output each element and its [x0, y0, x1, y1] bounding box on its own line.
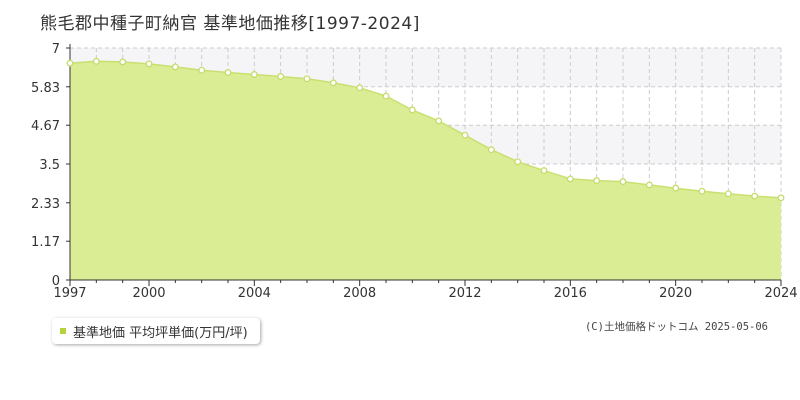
x-tick-label: 2016	[554, 286, 587, 301]
data-point	[250, 71, 258, 78]
data-point	[303, 75, 311, 83]
data-point	[751, 192, 759, 200]
data-point	[514, 158, 522, 166]
data-point	[672, 184, 680, 192]
data-point	[198, 66, 206, 74]
points-layer	[66, 57, 785, 202]
x-tick-label: 2012	[448, 286, 481, 301]
data-point	[724, 190, 732, 198]
data-point	[698, 187, 706, 195]
legend-label: 基準地価 平均坪単価(万円/坪)	[73, 325, 248, 341]
data-point	[66, 59, 74, 67]
data-point	[277, 73, 285, 80]
chart-title: 熊毛郡中種子町納官 基準地価推移[1997-2024]	[40, 14, 420, 34]
credit-text: (C)土地価格ドットコム 2025-05-06	[584, 321, 768, 333]
y-tick-label: 4.67	[31, 119, 60, 134]
data-point	[145, 60, 153, 68]
data-point	[356, 84, 364, 92]
x-tick-label: 2020	[659, 286, 692, 301]
data-point	[382, 92, 390, 100]
tick-label-layer: 0 1.17 2.33 3.5 4.67 5.83 7 1997 2000 2004 2008 201…	[31, 42, 798, 301]
axes-layer	[66, 44, 782, 286]
x-tick-label: 2004	[238, 286, 271, 301]
data-point	[171, 63, 179, 71]
data-point	[461, 131, 469, 139]
y-tick-label: 0	[52, 274, 60, 289]
data-point	[566, 175, 574, 183]
series-line	[69, 60, 782, 199]
legend: 基準地価 平均坪単価(万円/坪)	[52, 318, 260, 344]
x-tick-label: 1997	[53, 286, 86, 301]
legend-marker	[60, 328, 66, 334]
y-tick-label: 5.83	[31, 81, 60, 96]
data-point	[645, 181, 653, 189]
data-point	[435, 117, 443, 125]
series-area	[70, 61, 781, 280]
data-point	[329, 79, 337, 87]
data-point	[92, 57, 100, 65]
y-tick-label: 1.17	[31, 235, 60, 250]
data-point	[777, 194, 785, 202]
data-point	[619, 178, 627, 186]
data-point	[408, 106, 416, 114]
data-point	[487, 146, 495, 154]
x-tick-label: 2008	[343, 286, 376, 301]
x-tick-label: 2000	[132, 286, 165, 301]
data-point	[593, 177, 601, 185]
data-point	[540, 167, 548, 175]
x-tick-label: 2024	[764, 286, 797, 301]
y-tick-label: 7	[52, 42, 60, 57]
y-tick-label: 3.5	[39, 158, 60, 173]
area-layer	[69, 60, 782, 280]
data-point	[119, 58, 127, 66]
data-point	[224, 69, 232, 76]
y-tick-label: 2.33	[31, 197, 60, 212]
